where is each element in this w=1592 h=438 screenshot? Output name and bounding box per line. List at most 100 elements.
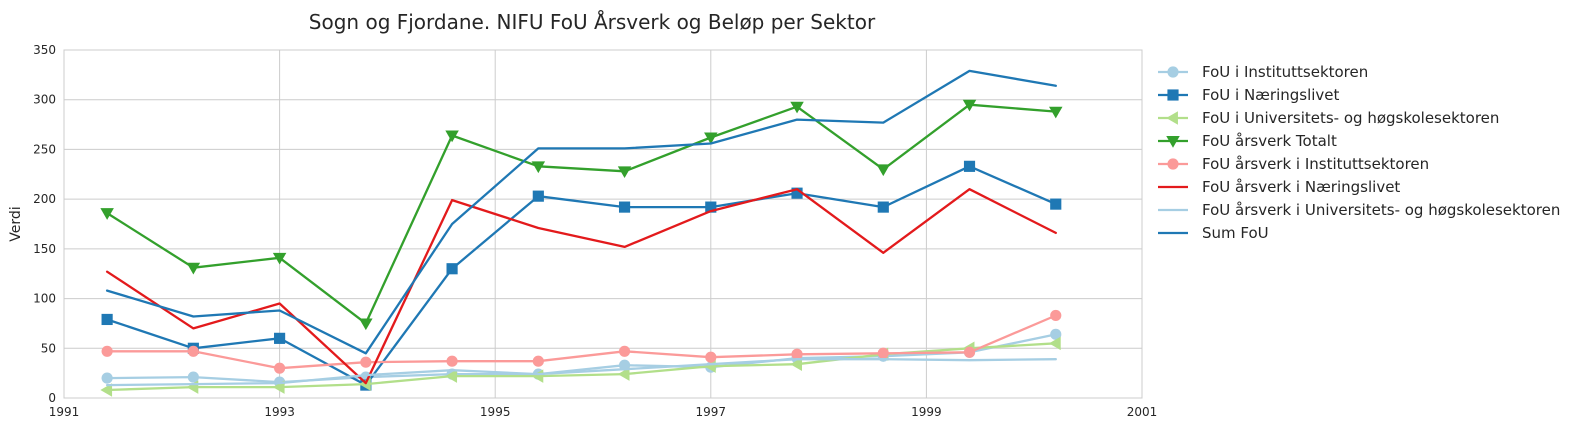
data-point <box>187 345 199 357</box>
legend-label: Sum FoU <box>1202 224 1269 242</box>
y-tick-label: 150 <box>33 242 56 256</box>
legend-label: FoU årsverk Totalt <box>1202 132 1337 150</box>
x-axis: 1991 1993 1995 1997 1999 2001 <box>49 405 1158 419</box>
data-point <box>963 346 976 358</box>
series-7 <box>105 358 1057 387</box>
series-line <box>105 333 1057 384</box>
data-point <box>963 160 976 172</box>
data-point <box>790 357 802 371</box>
data-point <box>1049 106 1063 119</box>
series-5 <box>101 309 1062 374</box>
y-axis: 0 50 100 150 200 250 300 350 <box>33 43 56 405</box>
data-point <box>1166 136 1180 148</box>
data-point <box>187 371 199 383</box>
series-6 <box>105 188 1057 385</box>
x-tick-label: 1995 <box>480 405 511 419</box>
data-point <box>1050 328 1062 340</box>
data-point <box>186 262 201 275</box>
legend-label: FoU årsverk i Universitets- og høgskoles… <box>1202 201 1560 219</box>
data-point <box>791 187 803 199</box>
legend-item: Sum FoU <box>1158 224 1269 242</box>
data-point <box>101 372 113 384</box>
data-point <box>274 362 286 374</box>
y-tick-label: 0 <box>48 391 56 405</box>
data-point <box>790 101 804 114</box>
data-point <box>704 132 718 145</box>
y-axis-label: Verdi <box>8 206 24 241</box>
data-point <box>100 383 113 397</box>
series-line <box>105 103 1057 325</box>
data-point <box>531 161 546 174</box>
series-layer <box>100 69 1063 397</box>
data-point <box>1050 198 1062 210</box>
data-point <box>1167 89 1179 101</box>
y-tick-label: 300 <box>33 93 56 107</box>
data-point <box>274 332 286 344</box>
data-point <box>705 351 717 363</box>
legend-item: FoU i Instituttsektoren <box>1158 63 1368 81</box>
data-point <box>531 369 544 383</box>
data-point <box>446 263 458 275</box>
legend-label: FoU årsverk i Næringslivet <box>1202 178 1400 196</box>
data-point <box>445 130 459 143</box>
series-line <box>105 188 1057 385</box>
data-point <box>101 345 113 357</box>
data-point <box>617 367 630 381</box>
data-point <box>101 313 113 326</box>
legend: FoU i Instituttsektoren FoU i Næringslive… <box>1158 63 1560 242</box>
data-point <box>876 164 891 177</box>
plot-area <box>63 49 1143 399</box>
legend-label: FoU i Næringslivet <box>1202 86 1340 104</box>
y-tick-label: 350 <box>33 43 56 57</box>
data-point <box>446 355 458 367</box>
legend-item: FoU årsverk Totalt <box>1158 132 1337 150</box>
series-line <box>105 165 1057 387</box>
data-point <box>1167 158 1179 170</box>
series-4 <box>100 99 1063 331</box>
data-point <box>359 318 373 331</box>
data-point <box>445 369 458 383</box>
x-tick-label: 1999 <box>911 405 942 419</box>
x-tick-label: 1997 <box>696 405 727 419</box>
legend-label: FoU i Universitets- og høgskolesektoren <box>1202 109 1499 127</box>
data-point <box>877 201 889 213</box>
legend-item: FoU i Universitets- og høgskolesektoren <box>1158 109 1499 127</box>
data-point <box>618 201 631 213</box>
data-point <box>618 345 631 357</box>
legend-label: FoU i Instituttsektoren <box>1202 63 1368 81</box>
data-point <box>532 190 544 202</box>
data-point <box>791 348 803 360</box>
data-point <box>617 166 632 179</box>
data-point <box>1166 111 1178 125</box>
series-line <box>105 314 1057 370</box>
x-tick-label: 1993 <box>264 405 295 419</box>
x-tick-label: 2001 <box>1127 405 1158 419</box>
legend-item: FoU årsverk i Instituttsektoren <box>1158 155 1429 173</box>
data-point <box>962 99 977 112</box>
data-point <box>360 356 372 368</box>
data-point <box>1050 309 1062 322</box>
data-point <box>272 252 287 265</box>
data-point <box>704 359 716 373</box>
y-tick-label: 250 <box>33 142 56 156</box>
series-line <box>105 358 1057 387</box>
data-point <box>100 208 114 220</box>
series-8 <box>105 69 1057 355</box>
data-point <box>532 355 544 367</box>
y-tick-label: 200 <box>33 192 56 206</box>
y-tick-label: 50 <box>41 341 56 355</box>
data-point <box>1049 336 1061 351</box>
legend-label: FoU årsverk i Instituttsektoren <box>1202 155 1429 173</box>
data-point <box>877 347 889 359</box>
series-line <box>105 69 1057 355</box>
data-point <box>1167 66 1179 78</box>
x-tick-label: 1991 <box>49 405 80 419</box>
legend-item: FoU i Næringslivet <box>1158 86 1340 104</box>
data-point <box>705 201 717 213</box>
legend-item: FoU årsverk i Universitets- og høgskoles… <box>1158 201 1560 219</box>
legend-item: FoU årsverk i Næringslivet <box>1158 178 1400 196</box>
y-tick-label: 100 <box>33 292 56 306</box>
chart-title: Sogn og Fjordane. NIFU FoU Årsverk og Be… <box>309 10 876 34</box>
